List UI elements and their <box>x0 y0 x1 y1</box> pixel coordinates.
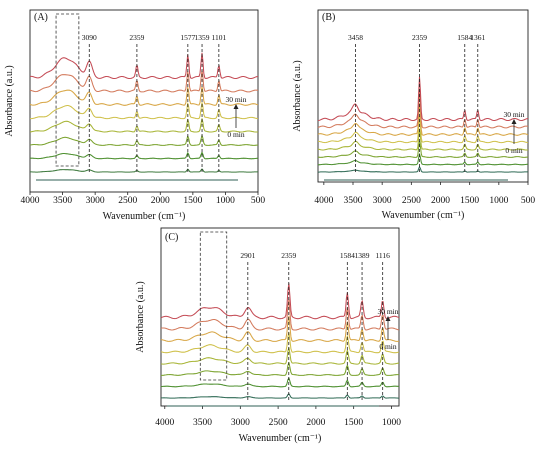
time-label-end: 30 min <box>377 307 398 316</box>
x-tick-label: 3000 <box>373 196 392 206</box>
time-arrow-head <box>511 119 517 124</box>
x-tick-label: 1500 <box>344 418 363 428</box>
x-tick-label: 2000 <box>151 196 170 206</box>
x-tick-label: 1000 <box>489 196 508 206</box>
y-axis-label: Absorbance (a.u.) <box>135 281 146 352</box>
peak-label: 1577 <box>180 33 195 42</box>
x-tick-label: 4000 <box>314 196 333 206</box>
x-tick-label: 4000 <box>155 418 174 428</box>
peak-label: 2359 <box>281 251 296 260</box>
x-tick-label: 2000 <box>431 196 450 206</box>
spectrum-line <box>29 52 259 80</box>
x-tick-label: 3500 <box>53 196 72 206</box>
spectrum-line <box>29 118 259 133</box>
x-tick-label: 500 <box>521 196 536 206</box>
spectrum-line <box>29 134 259 146</box>
time-arrow-head <box>385 316 391 321</box>
peak-label: 3458 <box>348 33 363 42</box>
time-label-start: 0 min <box>505 146 523 155</box>
panel-a: 4000 3500 3000 2500 2000 1500 1000 500 (A) Absorb… <box>4 9 266 222</box>
spectrum-line <box>30 168 258 173</box>
spectrum-line <box>160 347 400 365</box>
spectrum-line <box>317 128 529 151</box>
spectrum-line <box>29 86 259 106</box>
x-tick-label: 2500 <box>402 196 421 206</box>
spectrum-line <box>317 76 529 122</box>
plot-frame <box>317 9 529 183</box>
panel-label: (C) <box>165 232 178 243</box>
peak-label: 3090 <box>82 33 97 42</box>
spectrum-line <box>317 116 529 144</box>
peak-label: 2359 <box>129 33 144 42</box>
spectrum-line <box>161 393 399 399</box>
panel-b: 4000 3500 3000 2500 2000 1500 1000 500 (B) Absorb… <box>292 9 536 221</box>
time-arrow-head <box>233 104 239 109</box>
peak-label: 1116 <box>375 251 390 260</box>
x-tick-label: 1500 <box>183 196 202 206</box>
x-tick-label: 4000 <box>21 196 40 206</box>
time-label-end: 30 min <box>503 110 524 119</box>
x-tick-label: 1000 <box>216 196 235 206</box>
spectrum-line <box>29 151 258 160</box>
peak-label: 1584 <box>340 251 355 260</box>
highlight-box <box>199 231 228 381</box>
spectrum-line <box>160 331 400 354</box>
peak-label: 2359 <box>412 33 427 42</box>
peak-label: 1101 <box>211 33 226 42</box>
time-label-end: 30 min <box>225 95 246 104</box>
peak-label: 1361 <box>470 33 485 42</box>
spectrum-line <box>317 153 528 166</box>
x-tick-label: 2000 <box>306 418 325 428</box>
spectrum-line <box>318 166 528 173</box>
highlight-box <box>55 13 80 167</box>
spectrum-line <box>160 299 400 331</box>
spectrum-line <box>161 362 399 376</box>
spectrum-line <box>29 102 259 120</box>
peak-label: 1584 <box>457 33 472 42</box>
spectrum-line <box>317 140 529 158</box>
x-axis-label: Wavenumber (cm⁻¹) <box>103 211 186 222</box>
x-tick-label: 3500 <box>344 196 363 206</box>
panel-label: (A) <box>34 12 48 23</box>
spectrum-line <box>29 69 259 93</box>
y-axis-label: Absorbance (a.u.) <box>4 65 15 136</box>
spectrum-line <box>317 103 529 136</box>
x-tick-label: 1500 <box>460 196 479 206</box>
panel-label: (B) <box>322 12 335 23</box>
y-axis-label: Absorbance (a.u.) <box>292 60 303 131</box>
peak-label: 1389 <box>355 251 370 260</box>
spectrum-line <box>317 89 529 129</box>
x-tick-label: 1000 <box>382 418 401 428</box>
spectrum-line <box>160 315 400 342</box>
x-tick-label: 2500 <box>118 196 137 206</box>
time-label-start: 0 min <box>379 342 397 351</box>
time-label-start: 0 min <box>227 130 245 139</box>
peak-label: 1359 <box>195 33 210 42</box>
x-tick-label: 3000 <box>231 418 250 428</box>
x-tick-label: 2500 <box>269 418 288 428</box>
spectrum-line <box>160 283 400 320</box>
panel-c: 4000 3500 3000 2500 2000 1500 1000 (C) Absorbanc… <box>135 227 401 444</box>
x-axis-label: Wavenumber (cm⁻¹) <box>239 433 322 444</box>
x-tick-label: 3000 <box>86 196 105 206</box>
plot-frame <box>29 9 259 193</box>
spectrum-line <box>160 377 400 388</box>
x-axis-label: Wavenumber (cm⁻¹) <box>382 210 465 221</box>
peak-label: 2901 <box>240 251 255 260</box>
x-tick-label: 500 <box>251 196 266 206</box>
x-tick-label: 3500 <box>193 418 212 428</box>
